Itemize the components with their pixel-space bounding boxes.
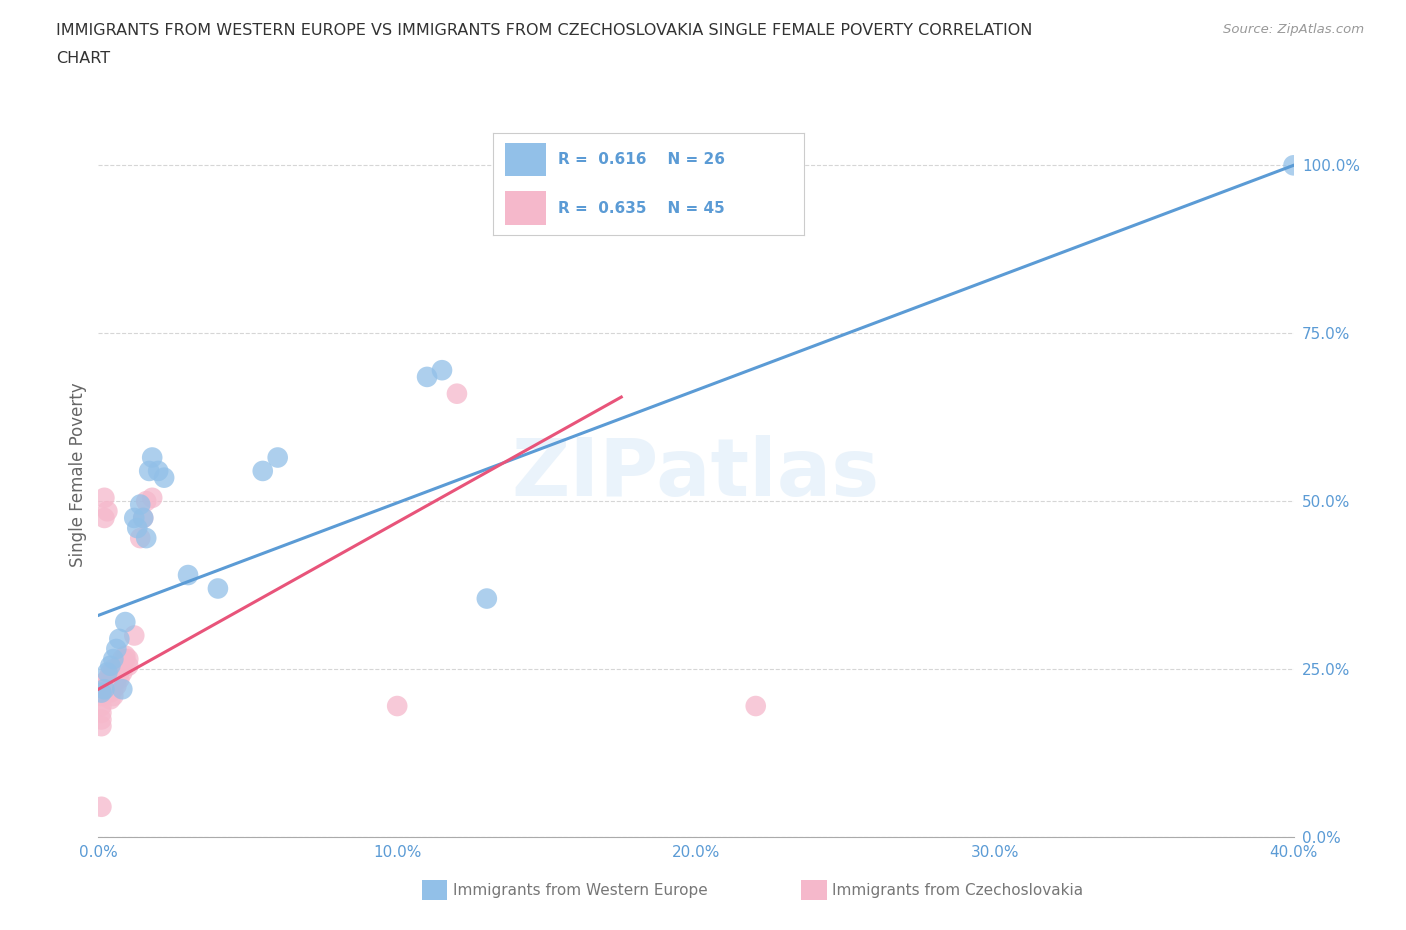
Point — [90, 712, 112, 727]
Point — [96, 504, 118, 519]
Point — [103, 688, 125, 703]
Point — [129, 498, 152, 512]
Point — [138, 463, 160, 478]
Point — [96, 671, 118, 686]
Point — [430, 363, 453, 378]
Point — [108, 671, 131, 686]
Text: Immigrants from Western Europe: Immigrants from Western Europe — [453, 883, 707, 897]
Point — [98, 679, 122, 694]
Point — [135, 531, 157, 546]
Point — [93, 511, 115, 525]
Point — [111, 658, 134, 673]
Point — [98, 671, 122, 686]
Point — [96, 679, 118, 694]
Point — [105, 642, 128, 657]
Point — [111, 682, 134, 697]
Point — [103, 661, 125, 676]
Point — [1282, 158, 1305, 173]
Point — [96, 685, 118, 700]
Point — [127, 521, 149, 536]
Point — [90, 688, 112, 703]
Point — [93, 682, 115, 697]
Point — [135, 494, 157, 509]
Point — [416, 369, 439, 384]
Point — [108, 631, 131, 646]
Point — [105, 665, 128, 680]
Point — [98, 658, 122, 673]
Point — [103, 675, 125, 690]
Point — [93, 675, 115, 690]
Point — [132, 511, 155, 525]
Point — [446, 386, 468, 401]
Point — [98, 685, 122, 700]
Point — [108, 665, 131, 680]
Y-axis label: Single Female Poverty: Single Female Poverty — [69, 382, 87, 566]
Point — [475, 591, 498, 606]
Point — [111, 652, 134, 667]
Point — [252, 463, 274, 478]
Point — [98, 665, 122, 680]
Point — [90, 705, 112, 720]
Point — [90, 685, 112, 700]
Point — [124, 628, 146, 643]
Point — [114, 648, 136, 663]
Point — [129, 531, 152, 546]
Point — [114, 615, 136, 630]
Text: CHART: CHART — [56, 51, 110, 66]
Point — [114, 652, 136, 667]
Point — [103, 652, 125, 667]
Text: IMMIGRANTS FROM WESTERN EUROPE VS IMMIGRANTS FROM CZECHOSLOVAKIA SINGLE FEMALE P: IMMIGRANTS FROM WESTERN EUROPE VS IMMIGR… — [56, 23, 1032, 38]
Point — [105, 679, 128, 694]
Point — [124, 511, 146, 525]
Point — [132, 511, 155, 525]
Point — [90, 800, 112, 815]
Point — [267, 450, 290, 465]
Point — [105, 671, 128, 686]
Point — [141, 490, 163, 505]
Point — [103, 669, 125, 684]
Text: ZIPatlas: ZIPatlas — [512, 435, 880, 513]
Text: Source: ZipAtlas.com: Source: ZipAtlas.com — [1223, 23, 1364, 36]
Point — [111, 665, 134, 680]
Point — [385, 698, 409, 713]
Point — [141, 450, 163, 465]
Point — [745, 698, 768, 713]
Point — [93, 682, 115, 697]
Point — [207, 581, 229, 596]
Text: Immigrants from Czechoslovakia: Immigrants from Czechoslovakia — [832, 883, 1084, 897]
Point — [90, 719, 112, 734]
Point — [117, 658, 139, 673]
Point — [177, 567, 200, 582]
Point — [153, 471, 176, 485]
Point — [108, 658, 131, 673]
Point — [90, 698, 112, 713]
Point — [148, 463, 170, 478]
Point — [117, 652, 139, 667]
Point — [98, 692, 122, 707]
Point — [93, 490, 115, 505]
Point — [103, 682, 125, 697]
Point — [96, 665, 118, 680]
